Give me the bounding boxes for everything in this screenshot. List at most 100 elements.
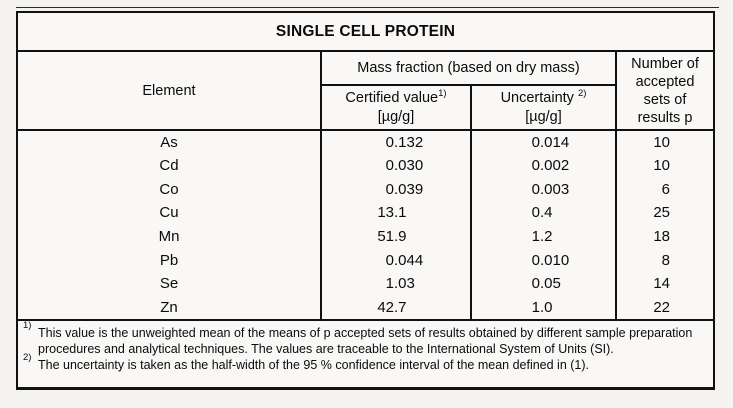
column-group-header-mass-fraction: Mass fraction (based on dry mass) bbox=[320, 50, 617, 86]
table-footnotes: 1) This value is the unweighted mean of … bbox=[15, 318, 716, 389]
accepted-sets-cell: 14 bbox=[614, 272, 716, 296]
accepted-sets-cell: 6 bbox=[614, 177, 716, 202]
accepted-sets-cell: 18 bbox=[614, 224, 716, 249]
element-cell: Co bbox=[16, 177, 322, 202]
value-int-part: 1 bbox=[531, 298, 540, 316]
element-cell: Se bbox=[16, 272, 322, 296]
value-int-part: 1 bbox=[385, 275, 394, 293]
value-frac-part: .044 bbox=[394, 251, 424, 269]
column-header-uncertainty: Uncertainty 2) [µg/g] bbox=[470, 84, 617, 131]
certified-value-unit: [µg/g] bbox=[377, 108, 415, 125]
certified-value-cell: 0.044 bbox=[320, 248, 472, 273]
footnote-1-marker: 1) bbox=[23, 319, 32, 331]
table-row-co: Co 0.039 0.003 6 bbox=[16, 177, 716, 202]
value-int-part: 0 bbox=[531, 157, 540, 175]
uncertainty-cell: 0.010 bbox=[470, 248, 617, 273]
table-row-mn: Mn 51.9 1.2 18 bbox=[16, 224, 716, 249]
element-cell: Pb bbox=[16, 248, 322, 273]
table-row-se: Se 1.03 0.05 14 bbox=[16, 272, 716, 296]
uncertainty-cell: 0.003 bbox=[470, 177, 617, 202]
accepted-sets-cell: 25 bbox=[614, 201, 716, 225]
value-frac-part: .03 bbox=[394, 275, 415, 293]
value-int-part: 0 bbox=[531, 275, 540, 293]
footnote-ref-2: 2) bbox=[577, 87, 587, 99]
footnote-1-text: This value is the unweighted mean of the… bbox=[38, 325, 693, 356]
value-int-part: 0 bbox=[531, 204, 540, 222]
footnote-2-text: The uncertainty is taken as the half-wid… bbox=[38, 357, 590, 372]
accepted-sets-cell: 10 bbox=[614, 153, 716, 178]
value-int-part: 0 bbox=[385, 157, 394, 175]
value-frac-part: .05 bbox=[540, 275, 561, 293]
certified-value-cell: 13.1 bbox=[320, 201, 472, 225]
footnote-2-marker: 2) bbox=[23, 351, 32, 363]
value-frac-part: .014 bbox=[540, 133, 570, 151]
uncertainty-cell: 1.2 bbox=[470, 224, 617, 249]
uncertainty-unit: [µg/g] bbox=[525, 108, 562, 125]
uncertainty-cell: 0.4 bbox=[470, 201, 617, 225]
element-cell: Cu bbox=[16, 201, 322, 225]
footnote-cell: 1) This value is the unweighted mean of … bbox=[15, 318, 716, 389]
table-header: SINGLE CELL PROTEIN Element Mass fractio… bbox=[15, 11, 716, 131]
value-frac-part: .039 bbox=[394, 180, 424, 198]
value-int-part: 0 bbox=[531, 251, 540, 269]
certified-value-cell: 42.7 bbox=[320, 295, 472, 320]
column-header-certified-value: Certified value1) [µg/g] bbox=[320, 84, 472, 131]
value-int-part: 0 bbox=[531, 133, 540, 151]
value-frac-part: .2 bbox=[540, 228, 553, 246]
value-int-part: 0 bbox=[531, 180, 540, 198]
certified-value-cell: 0.132 bbox=[320, 130, 472, 154]
accepted-sets-cell: 22 bbox=[614, 295, 716, 320]
value-int-part: 0 bbox=[385, 180, 394, 198]
scan-artifact-line bbox=[16, 7, 719, 8]
footnote-ref-1: 1) bbox=[438, 87, 447, 99]
header-row-group: Element Mass fraction (based on dry mass… bbox=[16, 50, 716, 131]
value-frac-part: .132 bbox=[394, 133, 424, 151]
uncertainty-cell: 1.0 bbox=[470, 295, 617, 320]
header-row-sub: Certified value1) [µg/g] Uncertainty 2) … bbox=[17, 84, 714, 131]
value-frac-part: .1 bbox=[394, 204, 407, 222]
element-cell: As bbox=[16, 130, 322, 154]
footnote-1: 1) This value is the unweighted mean of … bbox=[23, 319, 705, 357]
value-frac-part: .003 bbox=[540, 180, 570, 198]
value-int-part: 1 bbox=[531, 228, 540, 246]
element-cell: Cd bbox=[16, 153, 322, 178]
table-row-pb: Pb 0.044 0.010 8 bbox=[16, 248, 716, 273]
table-row-cu: Cu 13.1 0.4 25 bbox=[16, 201, 716, 225]
table-row-cd: Cd 0.030 0.002 10 bbox=[16, 153, 716, 178]
uncertainty-cell: 0.002 bbox=[470, 153, 617, 178]
element-cell: Zn bbox=[16, 295, 322, 320]
certified-value-cell: 0.039 bbox=[320, 177, 472, 202]
certified-value-cell: 51.9 bbox=[320, 224, 472, 249]
element-cell: Mn bbox=[16, 224, 322, 249]
certified-value-cell: 1.03 bbox=[320, 272, 472, 296]
footnote-row: 1) This value is the unweighted mean of … bbox=[15, 318, 716, 389]
title-row: SINGLE CELL PROTEIN bbox=[15, 11, 716, 52]
uncertainty-label: Uncertainty bbox=[500, 89, 578, 106]
accepted-sets-cell: 8 bbox=[614, 248, 716, 273]
column-header-element: Element bbox=[16, 50, 322, 131]
value-frac-part: .010 bbox=[540, 251, 570, 269]
value-frac-part: .0 bbox=[540, 298, 553, 316]
number-of-sets-label: Number of accepted sets of results p bbox=[631, 55, 699, 126]
value-int-part: 42 bbox=[377, 298, 394, 316]
value-int-part: 0 bbox=[385, 251, 394, 269]
single-cell-protein-table: SINGLE CELL PROTEIN Element Mass fractio… bbox=[15, 11, 716, 390]
table-row-zn: Zn 42.7 1.0 22 bbox=[16, 295, 716, 320]
value-frac-part: .4 bbox=[540, 204, 553, 222]
table-body: As 0.132 0.014 10 Cd 0.030 0.002 10 Co 0… bbox=[16, 130, 716, 320]
table-row-as: As 0.132 0.014 10 bbox=[16, 130, 716, 154]
certified-value-label: Certified value bbox=[345, 89, 439, 106]
footnote-2: 2) The uncertainty is taken as the half-… bbox=[23, 351, 705, 373]
uncertainty-cell: 0.05 bbox=[470, 272, 617, 296]
value-int-part: 13 bbox=[377, 204, 394, 222]
accepted-sets-cell: 10 bbox=[614, 130, 716, 154]
certified-value-cell: 0.030 bbox=[320, 153, 472, 178]
value-frac-part: .7 bbox=[394, 298, 407, 316]
value-int-part: 0 bbox=[385, 133, 394, 151]
value-frac-part: .9 bbox=[394, 228, 407, 246]
column-header-number-of-sets: Number of accepted sets of results p bbox=[614, 50, 716, 131]
value-int-part: 51 bbox=[377, 228, 394, 246]
value-frac-part: .002 bbox=[540, 157, 570, 175]
uncertainty-cell: 0.014 bbox=[470, 130, 617, 154]
